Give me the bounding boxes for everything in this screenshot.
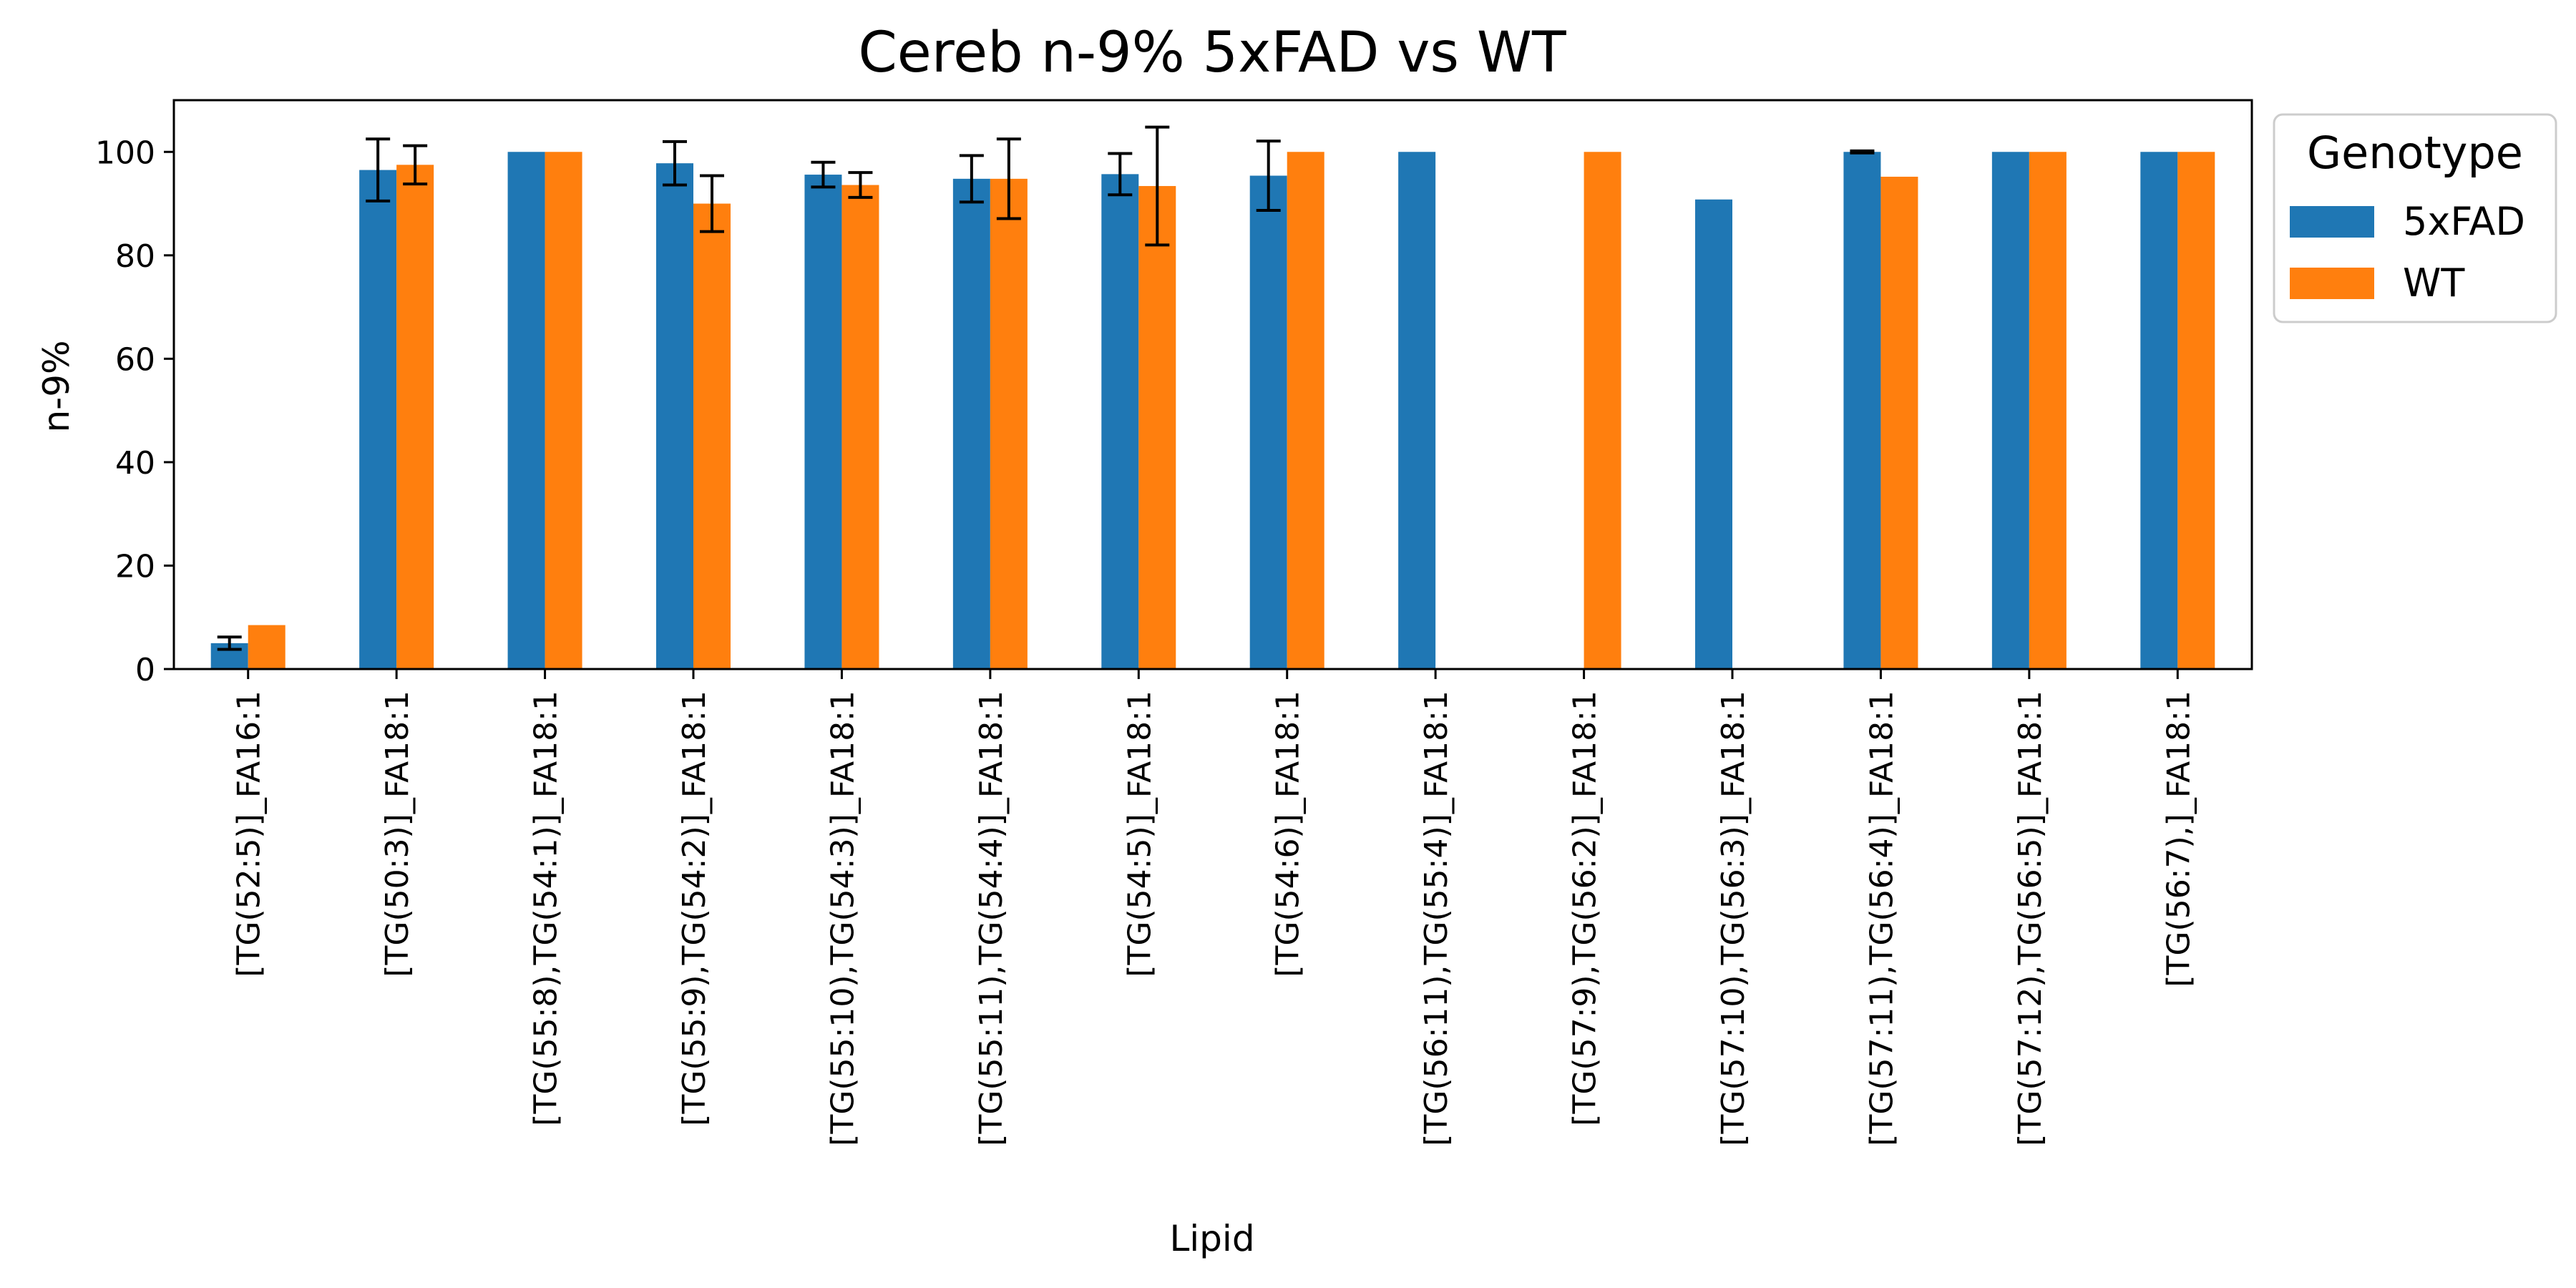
x-axis-label: Lipid	[1169, 1218, 1254, 1259]
error-bars-group	[217, 125, 1875, 651]
bar-wt	[248, 625, 286, 669]
legend-label-5xfad: 5xFAD	[2403, 199, 2525, 244]
ticks-group: 0 20 40 60 80 100 [TG(52:5)]_FA16:1 [TG(50:3)]_…	[95, 135, 2197, 1146]
x-tick-label: [TG(55:8),TG(54:1)]_FA18:1	[528, 691, 565, 1126]
bar-5xfad	[1249, 175, 1287, 669]
x-tick-label: [TG(55:9),TG(54:2)]_FA18:1	[676, 691, 713, 1126]
x-tick-label: [TG(55:10),TG(54:3)]_FA18:1	[824, 691, 861, 1146]
bar-5xfad	[359, 170, 397, 669]
y-tick-label: 0	[135, 652, 155, 688]
x-tick-label: [TG(50:3)]_FA18:1	[379, 691, 416, 977]
x-tick-label: [TG(57:10),TG(56:3)]_FA18:1	[1715, 691, 1752, 1146]
y-axis-label: n-9%	[36, 340, 77, 432]
legend: Genotype 5xFAD WT	[2273, 113, 2557, 323]
x-tick-label: [TG(54:5)]_FA18:1	[1121, 691, 1158, 977]
bar-wt	[1584, 152, 1621, 669]
x-tick-label: [TG(56:11),TG(55:4)]_FA18:1	[1418, 691, 1455, 1146]
plot-area: 0 20 40 60 80 100 [TG(52:5)]_FA16:1 [TG(50:3)]_…	[95, 99, 2253, 1146]
legend-items: 5xFAD WT	[2290, 199, 2525, 306]
bar-5xfad	[1843, 152, 1881, 669]
x-tick-label: [TG(57:12),TG(56:5)]_FA18:1	[2012, 691, 2049, 1146]
bar-wt	[693, 203, 731, 669]
legend-swatch-5xfad	[2290, 206, 2374, 238]
y-tick-label: 20	[115, 548, 155, 585]
x-tick-label: [TG(55:11),TG(54:4)]_FA18:1	[973, 691, 1010, 1146]
bar-wt	[841, 185, 879, 669]
bar-5xfad	[656, 163, 693, 670]
bars-group	[210, 152, 2215, 670]
bar-wt	[1138, 185, 1176, 670]
y-tick-label: 60	[115, 341, 155, 378]
bar-5xfad	[1991, 152, 2029, 669]
x-tick-label: [TG(54:6)]_FA18:1	[1270, 691, 1307, 977]
bar-wt	[396, 165, 434, 670]
bar-5xfad	[1398, 152, 1436, 669]
chart-title: Cereb n-9% 5xFAD vs WT	[858, 21, 1566, 85]
bar-wt	[990, 178, 1028, 670]
y-tick-label: 80	[115, 238, 155, 275]
bar-5xfad	[507, 152, 545, 669]
bar-5xfad	[952, 178, 990, 670]
y-tick-label: 40	[115, 445, 155, 482]
x-tick-label: [TG(52:5)]_FA16:1	[231, 691, 268, 977]
legend-label-wt: WT	[2403, 260, 2465, 306]
legend-swatch-wt	[2290, 268, 2374, 299]
bar-wt	[1880, 176, 1918, 669]
bar-5xfad	[804, 175, 842, 669]
x-tick-label: [TG(56:7),]_FA18:1	[2160, 691, 2197, 987]
bar-5xfad	[2140, 152, 2178, 669]
x-tick-label: [TG(57:11),TG(56:4)]_FA18:1	[1863, 691, 1900, 1146]
y-tick-label: 100	[95, 135, 155, 171]
bar-5xfad	[1695, 199, 1732, 669]
axes-frame	[172, 99, 2253, 670]
x-tick-label: [TG(57:9),TG(56:2)]_FA18:1	[1567, 691, 1604, 1126]
legend-title: Genotype	[2307, 127, 2523, 179]
bar-wt	[2029, 152, 2067, 669]
bar-wt	[1287, 152, 1324, 669]
bar-wt	[2177, 152, 2215, 669]
bar-5xfad	[1101, 174, 1139, 670]
bar-wt	[545, 152, 582, 669]
